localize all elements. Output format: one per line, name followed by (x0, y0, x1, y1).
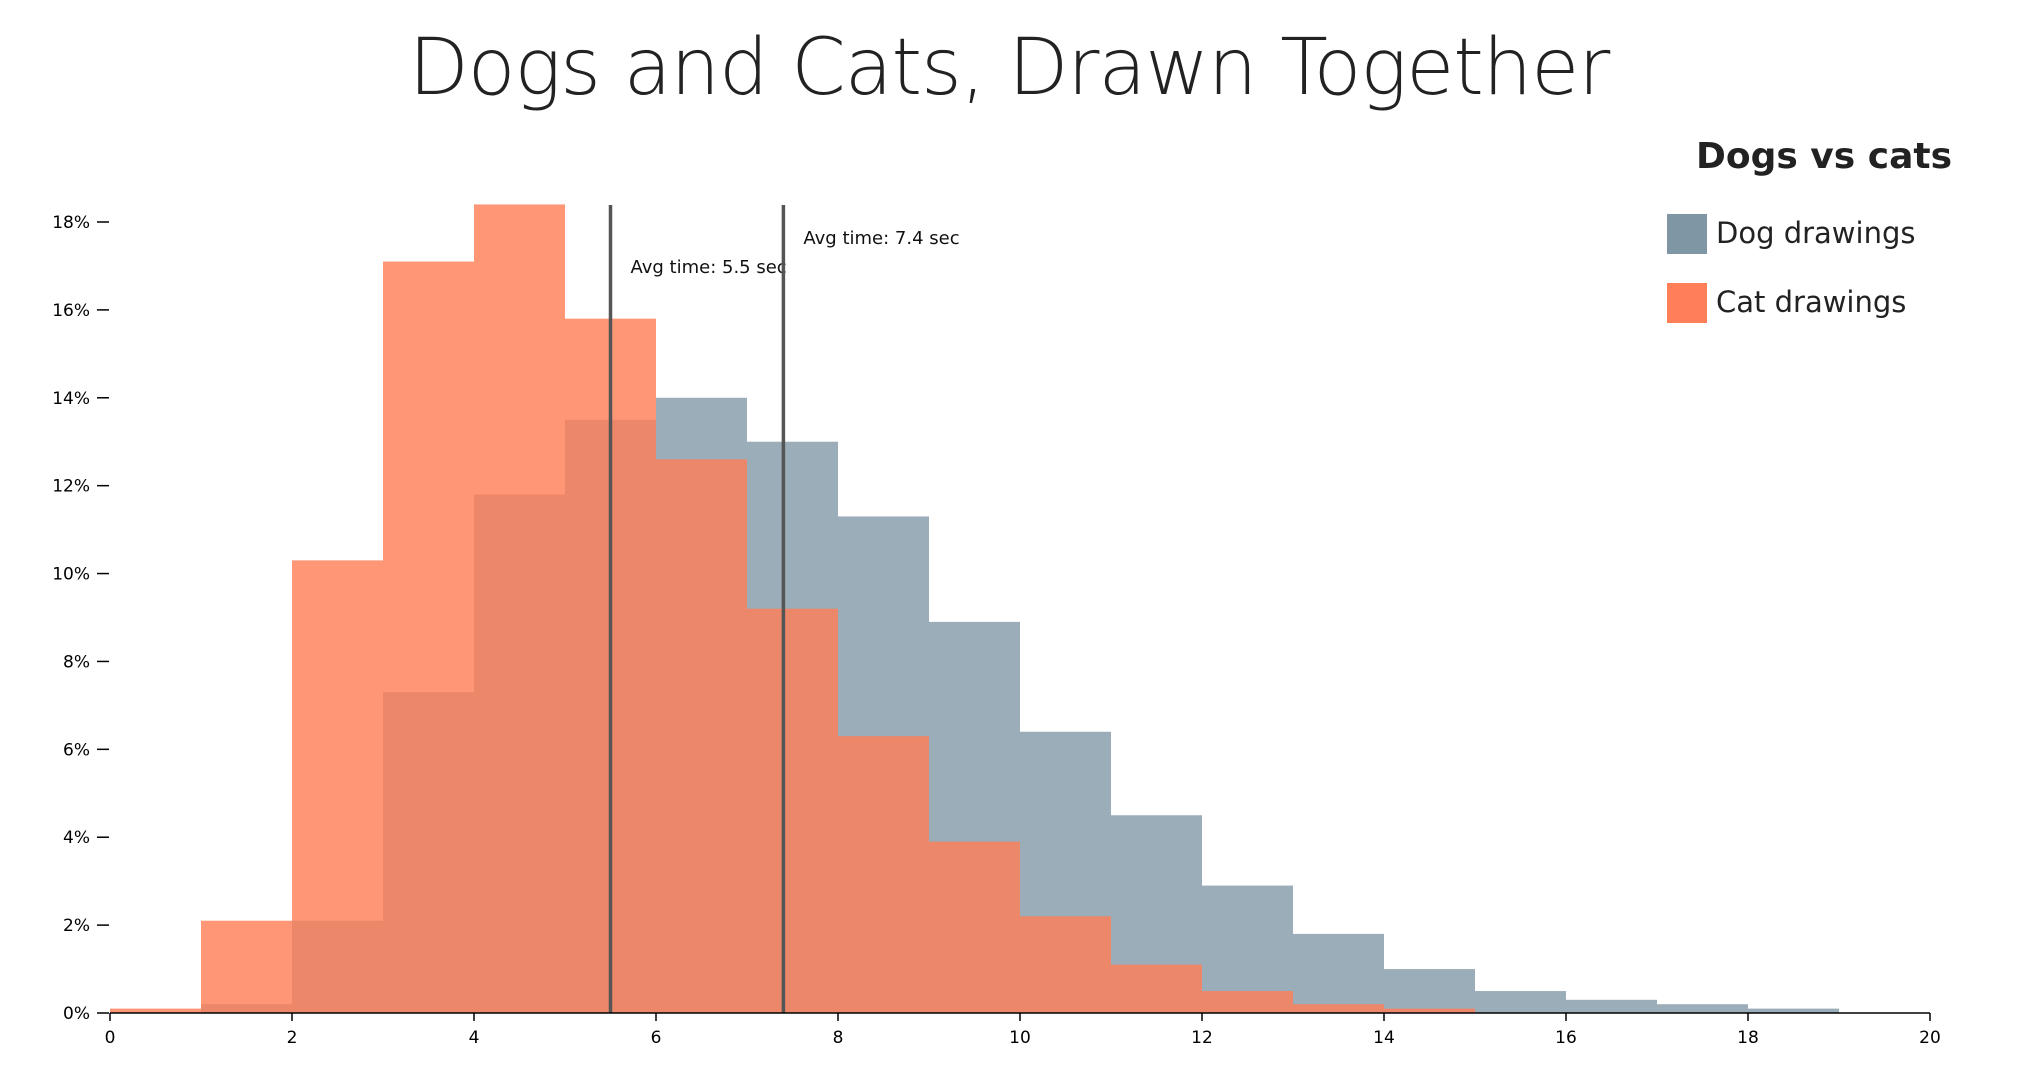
x-tick-label-14: 14 (1373, 1028, 1395, 1048)
y-tick-label-2: 2% (63, 916, 90, 936)
y-axis: 0% 2% 4% 6% 8% 10% 12% 14% 16% 18% (52, 213, 109, 1024)
cat-bar-14 (1384, 1008, 1475, 1013)
y-tick-label-6: 6% (63, 740, 90, 760)
cat-bar-4 (474, 204, 565, 1013)
cat-bar-1 (201, 920, 292, 1013)
cat-bar-7 (747, 608, 838, 1013)
y-tick-label-8: 8% (63, 652, 90, 672)
x-tick-label-18: 18 (1737, 1028, 1759, 1048)
average-lines: Avg time: 5.5 sec Avg time: 7.4 sec (608, 205, 960, 1013)
x-tick-label-2: 2 (287, 1028, 298, 1048)
dog-bar-16 (1566, 999, 1657, 1013)
cat-bar-3 (383, 261, 474, 1013)
legend-title: Dogs vs cats (1696, 136, 1952, 177)
x-tick-label-16: 16 (1555, 1028, 1577, 1048)
dog-bar-15 (1475, 991, 1566, 1013)
y-tick-label-12: 12% (52, 477, 90, 497)
x-tick-label-0: 0 (105, 1028, 116, 1048)
x-axis: 0 2 4 6 8 10 12 14 16 18 20 (105, 1012, 1941, 1048)
avg-label-1: Avg time: 5.5 sec (631, 257, 787, 278)
dog-bar-14 (1384, 969, 1475, 1013)
cat-bar-12 (1202, 991, 1293, 1013)
legend-label-dog: Dog drawings (1716, 216, 1915, 250)
legend-swatch-dog (1667, 214, 1707, 254)
x-tick-label-6: 6 (651, 1028, 662, 1048)
y-tick-label-4: 4% (63, 828, 90, 848)
cat-bar-11 (1111, 964, 1202, 1013)
x-tick-label-20: 20 (1919, 1028, 1941, 1048)
x-tick-label-10: 10 (1009, 1028, 1031, 1048)
legend-label-cat: Cat drawings (1716, 285, 1906, 319)
x-tick-label-12: 12 (1191, 1028, 1213, 1048)
legend: Dogs vs cats Dog drawings Cat drawings (1667, 136, 1952, 323)
legend-swatch-cat (1667, 283, 1707, 323)
y-tick-label-14: 14% (52, 389, 90, 409)
cat-bar-13 (1293, 1004, 1384, 1013)
y-tick-label-10: 10% (52, 565, 90, 585)
cat-bar-2 (292, 560, 383, 1013)
x-tick-label-8: 8 (833, 1028, 844, 1048)
cat-bar-10 (1020, 916, 1111, 1013)
cat-bar-8 (838, 736, 929, 1013)
avg-label-2: Avg time: 7.4 sec (803, 228, 959, 249)
y-tick-label-16: 16% (52, 301, 90, 321)
dog-bar-13 (1293, 933, 1384, 1013)
cat-bar-0 (110, 1008, 201, 1013)
y-tick-label-18: 18% (52, 213, 90, 233)
cat-bar-6 (656, 459, 747, 1013)
x-tick-label-4: 4 (469, 1028, 480, 1048)
chart-title: Dogs and Cats, Drawn Together (408, 23, 1611, 113)
y-tick-label-0: 0% (63, 1004, 90, 1024)
dog-bar-17 (1657, 1004, 1748, 1013)
dog-bar-18 (1748, 1008, 1839, 1013)
cat-bar-9 (929, 841, 1020, 1013)
